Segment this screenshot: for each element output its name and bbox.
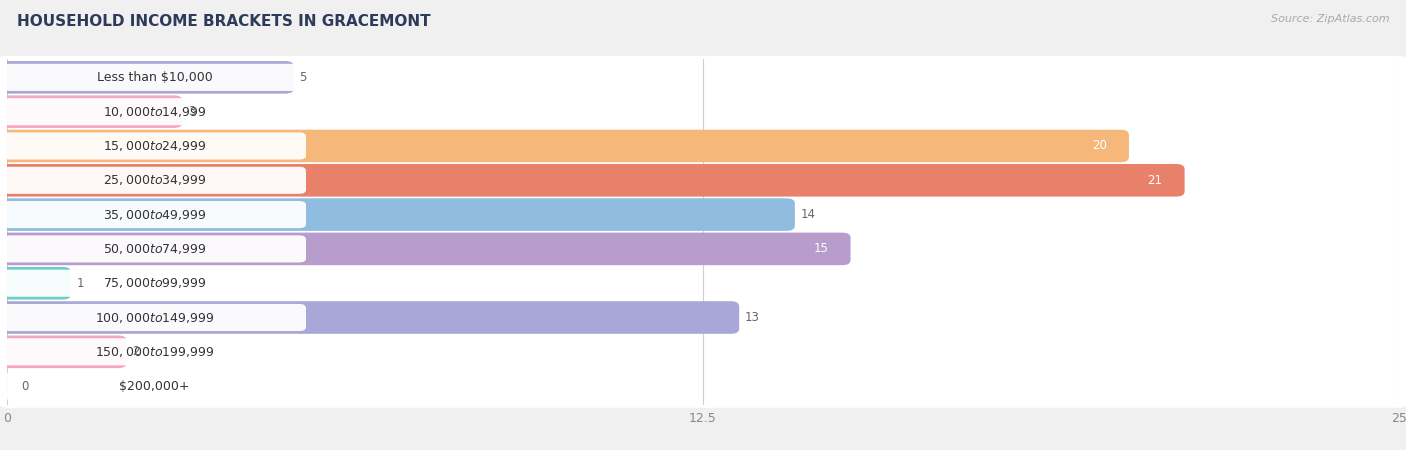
FancyBboxPatch shape xyxy=(0,261,1406,305)
FancyBboxPatch shape xyxy=(0,227,1406,270)
Text: 3: 3 xyxy=(188,105,195,118)
Text: $150,000 to $199,999: $150,000 to $199,999 xyxy=(94,345,214,359)
Text: Less than $10,000: Less than $10,000 xyxy=(97,71,212,84)
FancyBboxPatch shape xyxy=(0,164,1185,197)
FancyBboxPatch shape xyxy=(3,167,307,194)
FancyBboxPatch shape xyxy=(3,132,307,160)
FancyBboxPatch shape xyxy=(0,61,294,94)
Text: 14: 14 xyxy=(800,208,815,221)
Text: 21: 21 xyxy=(1147,174,1163,187)
Text: $15,000 to $24,999: $15,000 to $24,999 xyxy=(103,139,207,153)
Text: HOUSEHOLD INCOME BRACKETS IN GRACEMONT: HOUSEHOLD INCOME BRACKETS IN GRACEMONT xyxy=(17,14,430,28)
FancyBboxPatch shape xyxy=(0,95,183,128)
FancyBboxPatch shape xyxy=(3,201,307,228)
FancyBboxPatch shape xyxy=(0,364,1406,408)
FancyBboxPatch shape xyxy=(0,130,1129,162)
FancyBboxPatch shape xyxy=(3,373,307,400)
FancyBboxPatch shape xyxy=(0,90,1406,133)
Text: $100,000 to $149,999: $100,000 to $149,999 xyxy=(94,310,214,324)
FancyBboxPatch shape xyxy=(0,301,740,334)
FancyBboxPatch shape xyxy=(0,233,851,265)
Text: 1: 1 xyxy=(77,277,84,290)
FancyBboxPatch shape xyxy=(0,124,1406,167)
FancyBboxPatch shape xyxy=(3,235,307,262)
Text: 13: 13 xyxy=(745,311,759,324)
FancyBboxPatch shape xyxy=(0,198,794,231)
FancyBboxPatch shape xyxy=(0,330,1406,374)
FancyBboxPatch shape xyxy=(0,267,72,300)
Text: 5: 5 xyxy=(299,71,307,84)
FancyBboxPatch shape xyxy=(0,336,127,368)
FancyBboxPatch shape xyxy=(3,98,307,125)
Text: $10,000 to $14,999: $10,000 to $14,999 xyxy=(103,105,207,119)
Text: 2: 2 xyxy=(132,345,139,358)
FancyBboxPatch shape xyxy=(3,64,307,91)
FancyBboxPatch shape xyxy=(3,270,307,297)
Text: $50,000 to $74,999: $50,000 to $74,999 xyxy=(103,242,207,256)
Text: $75,000 to $99,999: $75,000 to $99,999 xyxy=(103,276,207,290)
Text: $35,000 to $49,999: $35,000 to $49,999 xyxy=(103,207,207,221)
FancyBboxPatch shape xyxy=(0,193,1406,236)
Text: 0: 0 xyxy=(21,380,28,393)
FancyBboxPatch shape xyxy=(3,338,307,365)
FancyBboxPatch shape xyxy=(3,304,307,331)
FancyBboxPatch shape xyxy=(0,296,1406,339)
Text: 20: 20 xyxy=(1092,140,1107,153)
FancyBboxPatch shape xyxy=(0,159,1406,202)
Text: $200,000+: $200,000+ xyxy=(120,380,190,393)
Text: Source: ZipAtlas.com: Source: ZipAtlas.com xyxy=(1271,14,1389,23)
Text: 15: 15 xyxy=(814,243,828,256)
Text: $25,000 to $34,999: $25,000 to $34,999 xyxy=(103,173,207,187)
FancyBboxPatch shape xyxy=(0,56,1406,99)
